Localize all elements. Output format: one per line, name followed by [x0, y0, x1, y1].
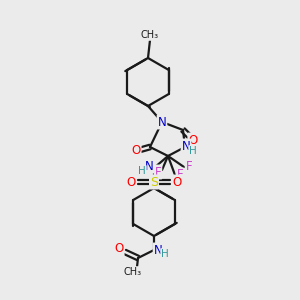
- Text: O: O: [126, 176, 136, 188]
- Text: H: H: [189, 146, 197, 156]
- Text: CH₃: CH₃: [124, 267, 142, 277]
- Text: O: O: [114, 242, 124, 256]
- Text: F: F: [177, 169, 183, 182]
- Text: H: H: [138, 166, 146, 176]
- Text: N: N: [158, 116, 166, 128]
- Text: CH₃: CH₃: [141, 30, 159, 40]
- Text: H: H: [161, 249, 169, 259]
- Text: O: O: [131, 145, 141, 158]
- Text: N: N: [154, 244, 162, 256]
- Text: S: S: [150, 176, 158, 188]
- Text: O: O: [188, 134, 198, 146]
- Text: N: N: [182, 140, 190, 152]
- Text: F: F: [186, 160, 192, 173]
- Text: F: F: [155, 166, 161, 178]
- Text: N: N: [145, 160, 153, 172]
- Text: O: O: [172, 176, 182, 188]
